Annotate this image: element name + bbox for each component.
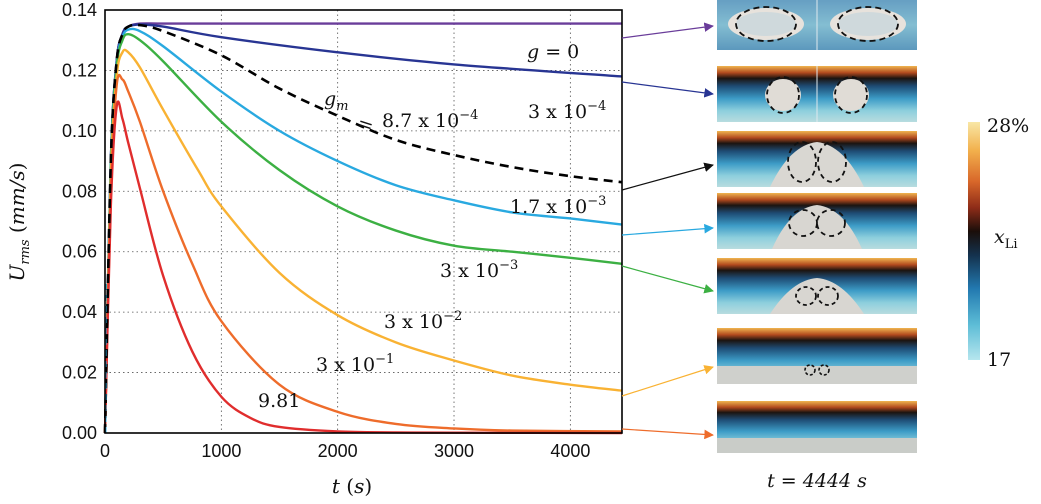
- snapshot-3e-1: [717, 401, 917, 453]
- x-tick-label: 3000: [434, 441, 474, 461]
- label-gm-base: gm: [324, 88, 349, 114]
- label-3e-2: 3 x 10−2: [384, 309, 462, 333]
- gridlines: [105, 10, 622, 433]
- connector-arrows: [621, 22, 714, 440]
- snapshot-gm: [717, 131, 917, 187]
- y-tick-label: 0.10: [62, 121, 97, 141]
- snapshot-3e-2: [717, 328, 917, 384]
- y-tick-label: 0.04: [62, 302, 97, 322]
- label-9.81: 9.81: [258, 390, 300, 412]
- series-line-6: [103, 73, 623, 434]
- colorbar-label: xLi: [994, 226, 1018, 252]
- colorbar-max: 28%: [987, 115, 1029, 137]
- colorbar-gradient: [968, 122, 980, 360]
- y-tick-label: 0.02: [62, 363, 97, 383]
- series-lines: [103, 22, 623, 435]
- snapshot-3e-4: [717, 66, 917, 122]
- snapshot-panels: t = 4444 s: [717, 0, 917, 492]
- colorbar-min: 17: [987, 349, 1011, 371]
- colorbar: 28% xLi 17: [968, 115, 1029, 371]
- x-axis-label: t (s): [332, 474, 372, 498]
- y-axis-ticks: 0.00 0.02 0.04 0.06 0.08 0.10 0.12 0.14: [62, 0, 97, 443]
- y-tick-label: 0.12: [62, 60, 97, 80]
- x-tick-label: 2000: [318, 441, 358, 461]
- snapshot-caption: t = 4444 s: [767, 470, 867, 492]
- y-tick-label: 0.08: [62, 181, 97, 201]
- y-tick-label: 0.00: [62, 423, 97, 443]
- label-3e-1: 3 x 10−1: [316, 352, 394, 376]
- x-tick-label: 4000: [550, 441, 590, 461]
- plot-area: 0 1000 2000 3000 4000 0.000.020.040.060.080.…: [62, 0, 623, 461]
- y-tick-label: 0.14: [62, 0, 97, 20]
- y-axis-label: Urms (mm/s): [5, 163, 33, 282]
- x-axis-ticks: 0 1000 2000 3000 4000: [100, 441, 590, 461]
- x-tick-label: 0: [100, 441, 110, 461]
- series-line-7: [103, 100, 623, 435]
- plot-frame: [104, 9, 623, 434]
- curve-annotations: g = 0 3 x 10−4 gm = 8.7 x 10−4 1.7 x 10−…: [258, 41, 606, 412]
- snapshot-1.7e-3: [717, 193, 917, 249]
- snapshot-3e-3: [717, 258, 917, 314]
- label-3e-3: 3 x 10−3: [440, 258, 518, 282]
- label-gm-value: 8.7 x 10−4: [382, 108, 478, 132]
- label-3e-4: 3 x 10−4: [528, 99, 606, 123]
- x-tick-label: 1000: [201, 441, 241, 461]
- y-tick-label: 0.06: [62, 242, 97, 262]
- label-g0: g = 0: [527, 41, 579, 63]
- label-1.7e-3: 1.7 x 10−3: [510, 194, 606, 218]
- label-gm-eq: =: [354, 112, 376, 138]
- snapshot-g0: [717, 0, 917, 50]
